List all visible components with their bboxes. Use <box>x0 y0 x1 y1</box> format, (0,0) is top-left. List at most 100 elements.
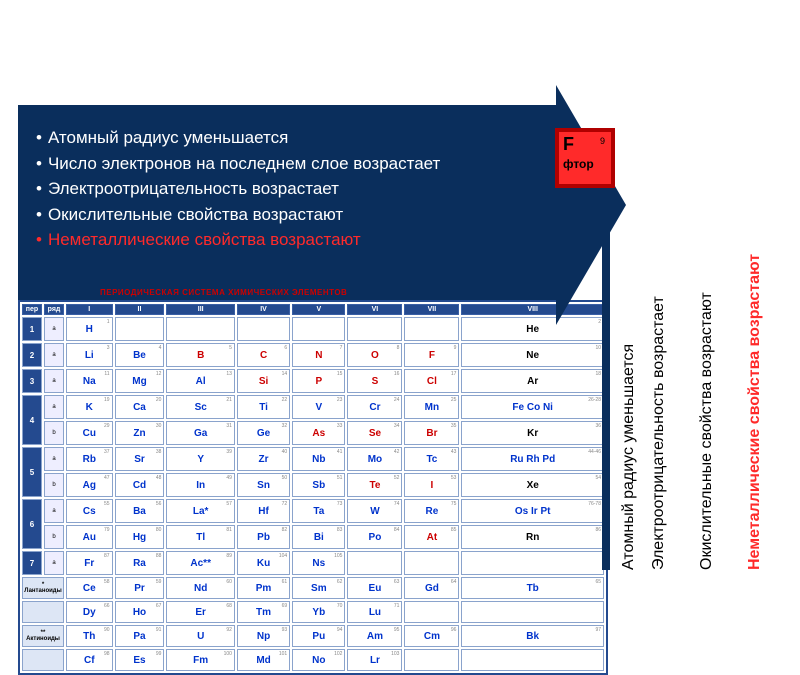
element-cell: 22Ti <box>237 395 290 419</box>
element-cell: 86Rn <box>461 525 604 549</box>
h-bullet-5: Неметаллические свойства возрастают <box>36 227 540 253</box>
element-cell: 56Ba <box>115 499 165 523</box>
element-cell: 32Ge <box>237 421 290 445</box>
element-cell: 84Po <box>347 525 402 549</box>
element-cell: 54Xe <box>461 473 604 497</box>
element-cell: 59Pr <box>115 577 165 599</box>
element-cell: 89Ac** <box>166 551 234 575</box>
v-label-2: Электроотрицательность возрастает <box>650 220 668 570</box>
element-cell: 74W <box>347 499 402 523</box>
element-cell: 94Pu <box>292 625 345 647</box>
element-cell: 82Pb <box>237 525 290 549</box>
element-cell: 70Yb <box>292 601 345 623</box>
element-cell: 100Fm <box>166 649 234 671</box>
element-cell: 51Sb <box>292 473 345 497</box>
element-cell: 14Si <box>237 369 290 393</box>
element-cell: 55Cs <box>66 499 113 523</box>
element-cell-empty <box>404 317 459 341</box>
element-cell: 87Fr <box>66 551 113 575</box>
element-cell: 38Sr <box>115 447 165 471</box>
element-cell: 61Pm <box>237 577 290 599</box>
element-cell: 105Ns <box>292 551 345 575</box>
element-cell: 6C <box>237 343 290 367</box>
group-3: III <box>166 304 234 315</box>
v-label-3: Окислительные свойства возрастают <box>698 220 716 570</box>
element-cell: 36Kr <box>461 421 604 445</box>
element-cell: 97Bk <box>461 625 604 647</box>
element-cell: 66Dy <box>66 601 113 623</box>
horizontal-arrow-head <box>556 85 626 325</box>
f-block-label <box>22 601 64 623</box>
element-cell: 23V <box>292 395 345 419</box>
element-cell: 90Th <box>66 625 113 647</box>
element-cell: 29Cu <box>66 421 113 445</box>
element-cell: 57La* <box>166 499 234 523</box>
row-label: a <box>44 551 64 575</box>
row-label: b <box>44 473 64 497</box>
h-bullet-3: Электроотрицательность возрастает <box>36 176 540 202</box>
period-label: 6 <box>22 499 42 549</box>
element-cell: 48Cd <box>115 473 165 497</box>
element-cell: 37Rb <box>66 447 113 471</box>
element-cell: 98Cf <box>66 649 113 671</box>
element-cell: 99Es <box>115 649 165 671</box>
group-4: IV <box>237 304 290 315</box>
period-label: 3 <box>22 369 42 393</box>
element-cell: 75Re <box>404 499 459 523</box>
fluorine-name: фтор <box>563 157 594 171</box>
element-cell: 93Np <box>237 625 290 647</box>
element-cell-empty <box>461 551 604 575</box>
element-cell: 13Al <box>166 369 234 393</box>
element-cell: 4Be <box>115 343 165 367</box>
element-cell: 81Tl <box>166 525 234 549</box>
element-cell: 62Sm <box>292 577 345 599</box>
element-cell-empty <box>347 317 402 341</box>
element-cell: 44-46Ru Rh Pd <box>461 447 604 471</box>
element-cell: 26-28Fe Co Ni <box>461 395 604 419</box>
element-cell: 42Mo <box>347 447 402 471</box>
element-cell-empty <box>115 317 165 341</box>
element-cell: 69Tm <box>237 601 290 623</box>
element-cell: 15P <box>292 369 345 393</box>
element-cell: 65Tb <box>461 577 604 599</box>
element-cell: 92U <box>166 625 234 647</box>
element-cell: 20Ca <box>115 395 165 419</box>
element-cell: 85At <box>404 525 459 549</box>
row-label: a <box>44 369 64 393</box>
element-cell: 43Tc <box>404 447 459 471</box>
element-cell: 3Li <box>66 343 113 367</box>
v-label-4: Неметаллические свойства возрастают <box>746 220 764 570</box>
fluorine-number: 9 <box>600 136 605 146</box>
group-7: VII <box>404 304 459 315</box>
group-2: II <box>115 304 165 315</box>
element-cell: 33As <box>292 421 345 445</box>
element-cell: 64Gd <box>404 577 459 599</box>
h-bullet-2: Число электронов на последнем слое возра… <box>36 151 540 177</box>
element-cell: 79Au <box>66 525 113 549</box>
element-cell: 19K <box>66 395 113 419</box>
group-6: VI <box>347 304 402 315</box>
element-cell: 30Zn <box>115 421 165 445</box>
f-block-label: * Лантаноиды <box>22 577 64 599</box>
element-cell: 7N <box>292 343 345 367</box>
element-cell: 83Bi <box>292 525 345 549</box>
h-bullet-4: Окислительные свойства возрастают <box>36 202 540 228</box>
row-label: a <box>44 447 64 471</box>
row-label: a <box>44 343 64 367</box>
row-label: b <box>44 421 64 445</box>
element-cell: 39Y <box>166 447 234 471</box>
element-cell: 12Mg <box>115 369 165 393</box>
f-block-label <box>22 649 64 671</box>
element-cell: 58Ce <box>66 577 113 599</box>
element-cell-empty <box>347 551 402 575</box>
element-cell: 71Lu <box>347 601 402 623</box>
period-label: 2 <box>22 343 42 367</box>
element-cell: 102No <box>292 649 345 671</box>
element-cell-empty <box>166 317 234 341</box>
element-cell: 18Ar <box>461 369 604 393</box>
element-cell: 16S <box>347 369 402 393</box>
element-cell: 41Nb <box>292 447 345 471</box>
element-cell: 34Se <box>347 421 402 445</box>
element-cell: 49In <box>166 473 234 497</box>
periodic-table-header: пер ряд I II III IV V VI VII VIII <box>22 304 604 315</box>
